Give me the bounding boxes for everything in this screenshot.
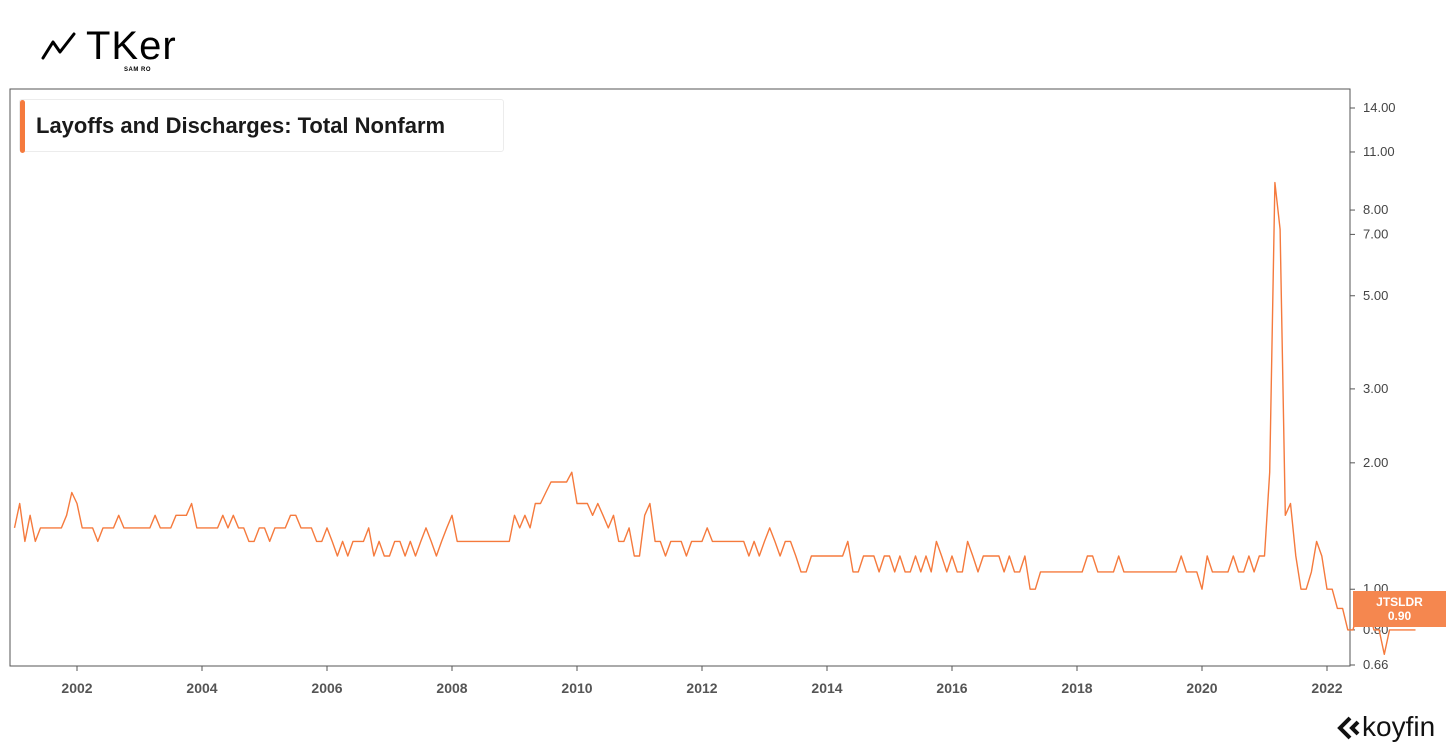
last-value-number: 0.90: [1387, 609, 1412, 623]
y-tick-label: 0.66: [1363, 657, 1388, 672]
y-tick-label: 3.00: [1363, 381, 1388, 396]
koyfin-wordmark: koyfin: [1362, 711, 1436, 742]
y-tick-label: 11.00: [1363, 144, 1395, 159]
x-tick-label: 2008: [436, 680, 467, 696]
y-tick-label: 7.00: [1363, 226, 1388, 241]
last-value-badge: JTSLDR 0.90: [1353, 591, 1446, 627]
chart-title: Layoffs and Discharges: Total Nonfarm: [36, 113, 446, 138]
series-line-jtsldr: [13, 181, 1416, 655]
x-tick-label: 2004: [186, 680, 217, 696]
brand-name: TKer: [86, 24, 177, 68]
x-tick-label: 2018: [1061, 680, 1092, 696]
x-tick-label: 2022: [1311, 680, 1342, 696]
y-tick-label: 14.00: [1363, 100, 1396, 115]
x-tick-label: 2002: [61, 680, 92, 696]
koyfin-logo-icon: [1337, 716, 1360, 740]
plot-frame: [9, 88, 1351, 667]
x-tick-label: 2016: [936, 680, 967, 696]
x-tick-label: 2012: [686, 680, 717, 696]
koyfin-logo: koyfin: [1336, 710, 1446, 744]
x-tick-label: 2010: [561, 680, 592, 696]
x-tick-label: 2020: [1186, 680, 1217, 696]
y-tick-label: 2.00: [1363, 455, 1388, 470]
trend-line-icon: [41, 32, 76, 60]
title-accent-bar: [20, 100, 25, 153]
y-tick-label: 5.00: [1363, 288, 1388, 303]
x-tick-label: 2006: [311, 680, 342, 696]
brand-subtitle: SAM RO: [124, 67, 151, 73]
x-tick-label: 2014: [811, 680, 842, 696]
brand-logo: TKer SAM RO: [40, 22, 200, 74]
chart-title-box: Layoffs and Discharges: Total Nonfarm: [19, 99, 504, 153]
last-value-ticker: JTSLDR: [1376, 595, 1423, 609]
y-tick-label: 8.00: [1363, 202, 1388, 217]
